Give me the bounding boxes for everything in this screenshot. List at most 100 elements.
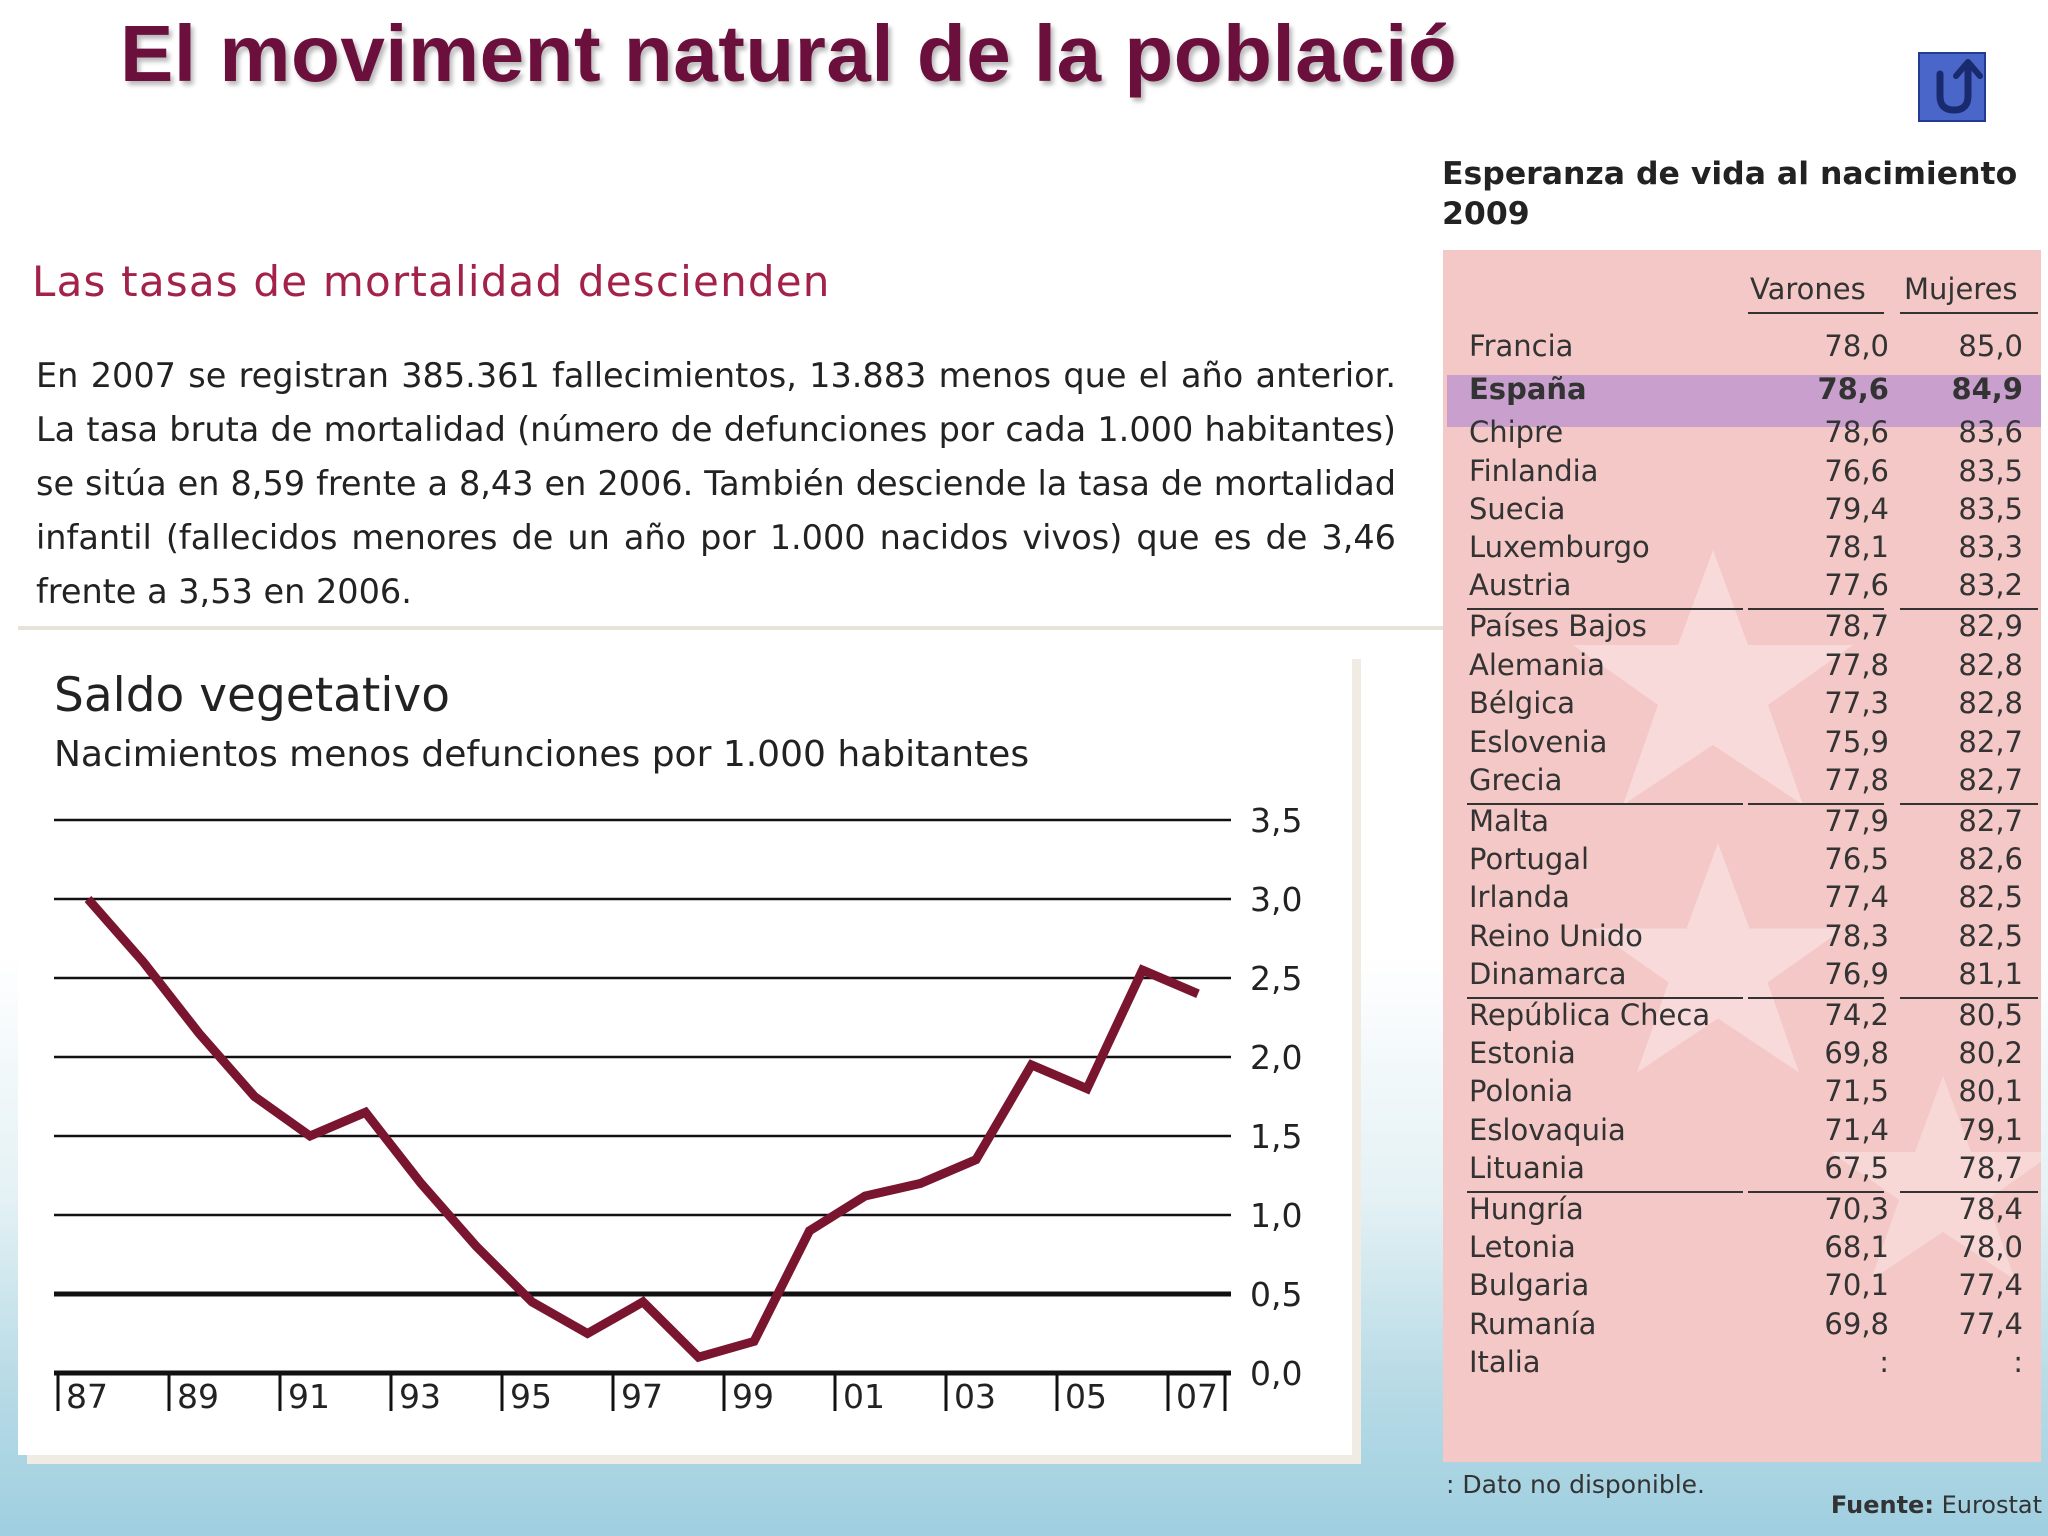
men-value-cell: 70,1 <box>1824 1268 1889 1302</box>
women-value-cell: 82,8 <box>1958 686 2023 720</box>
table-row: Grecia 77,8 82,7 <box>1443 763 2041 801</box>
table-row: Italia:: <box>1443 1345 2041 1383</box>
women-value-cell: 79,1 <box>1958 1113 2023 1147</box>
country-cell: Eslovaquia <box>1469 1113 1626 1147</box>
body-paragraph: En 2007 se registran 385.361 fallecimien… <box>36 356 1396 611</box>
table-row: Bélgica 77,3 82,8 <box>1443 686 2041 724</box>
country-cell: Eslovenia <box>1469 725 1608 759</box>
women-value-cell: 82,5 <box>1958 880 2023 914</box>
country-cell: Irlanda <box>1469 880 1570 914</box>
group-separator <box>1900 1191 2038 1193</box>
source-value: Eurostat <box>1941 1491 2042 1519</box>
life-expectancy-table: Varones Mujeres Francia 78,0 85,0 España 78,… <box>1443 250 2041 1462</box>
country-cell: Grecia <box>1469 763 1563 797</box>
table-row: Bulgaria 70,1 77,4 <box>1443 1268 2041 1306</box>
women-value-cell: 78,4 <box>1958 1192 2023 1226</box>
y-tick-label: 1,5 <box>1250 1117 1302 1156</box>
women-value-cell: : <box>2013 1345 2023 1379</box>
table-row: Irlanda 77,4 82,5 <box>1443 880 2041 918</box>
y-tick-label: 3,0 <box>1250 880 1302 919</box>
y-tick-label: 1,0 <box>1250 1196 1302 1235</box>
country-cell: Bulgaria <box>1469 1268 1590 1302</box>
back-button[interactable] <box>1918 52 1986 122</box>
table-row: Polonia 71,5 80,1 <box>1443 1074 2041 1112</box>
country-cell: República Checa <box>1469 998 1711 1032</box>
country-cell: España <box>1469 372 1587 406</box>
country-cell: Suecia <box>1469 492 1566 526</box>
men-value-cell: 76,6 <box>1824 454 1889 488</box>
table-row: Chipre 78,6 83,6 <box>1443 415 2041 453</box>
men-value-cell: 78,0 <box>1824 329 1889 363</box>
women-value-cell: 84,9 <box>1951 372 2023 406</box>
table-row: Reino Unido 78,3 82,5 <box>1443 919 2041 957</box>
men-value-cell: 78,7 <box>1824 609 1889 643</box>
x-tick-label: 89 <box>177 1377 219 1416</box>
table-heading-line1: Esperanza de vida al nacimiento <box>1442 156 2018 192</box>
men-value-cell: 69,8 <box>1824 1036 1889 1070</box>
country-cell: Chipre <box>1469 415 1564 449</box>
table-heading-line2: 2009 <box>1442 196 1530 232</box>
x-tick-label: 99 <box>732 1377 774 1416</box>
y-tick-label: 2,0 <box>1250 1038 1302 1077</box>
women-value-cell: 81,1 <box>1958 957 2023 991</box>
y-tick-label: 0,5 <box>1250 1275 1302 1314</box>
table-row: Austria 77,6 83,2 <box>1443 568 2041 606</box>
star-watermark-icon <box>1573 550 1853 805</box>
table-row-highlighted: España 78,6 84,9 <box>1443 372 2041 410</box>
group-separator <box>1467 997 1743 999</box>
x-tick-label: 01 <box>843 1377 885 1416</box>
table-row: Hungría 70,3 78,4 <box>1443 1192 2041 1230</box>
men-value-cell: 78,3 <box>1824 919 1889 953</box>
star-watermark-icon <box>1592 843 1844 1073</box>
men-value-cell: 68,1 <box>1824 1230 1889 1264</box>
women-value-cell: 78,0 <box>1958 1230 2023 1264</box>
country-cell: Letonia <box>1469 1230 1576 1264</box>
women-value-cell: 82,7 <box>1958 763 2023 797</box>
men-value-cell: 77,8 <box>1824 763 1889 797</box>
table-row: Malta 77,9 82,7 <box>1443 804 2041 842</box>
country-cell: Reino Unido <box>1469 919 1643 953</box>
table-row: Eslovenia 75,9 82,7 <box>1443 725 2041 763</box>
group-separator <box>1748 608 1884 610</box>
men-value-cell: 79,4 <box>1824 492 1889 526</box>
table-row: Suecia 79,4 83,5 <box>1443 492 2041 530</box>
country-cell: Italia <box>1469 1345 1541 1379</box>
women-value-cell: 82,8 <box>1958 648 2023 682</box>
group-separator <box>1748 997 1884 999</box>
u-turn-arrow-icon <box>1936 59 1983 114</box>
men-value-cell: 77,4 <box>1824 880 1889 914</box>
country-cell: Dinamarca <box>1469 957 1627 991</box>
table-row: Letonia 68,1 78,0 <box>1443 1230 2041 1268</box>
country-cell: Finlandia <box>1469 454 1599 488</box>
group-separator <box>1900 608 2038 610</box>
x-tick-label: 05 <box>1065 1377 1107 1416</box>
chart-subtitle: Nacimientos menos defunciones por 1.000 … <box>54 734 1030 775</box>
country-cell: Austria <box>1469 568 1572 602</box>
divider <box>18 626 1443 630</box>
women-value-cell: 85,0 <box>1958 329 2023 363</box>
table-row: Finlandia 76,6 83,5 <box>1443 454 2041 492</box>
highlight-row-band <box>1447 375 2041 427</box>
x-tick-label: 95 <box>510 1377 552 1416</box>
table-row: Portugal 76,5 82,6 <box>1443 842 2041 880</box>
column-header-rule <box>1900 312 2038 314</box>
source-label: Fuente: <box>1830 1491 1934 1519</box>
table-row: República Checa 74,2 80,5 <box>1443 998 2041 1036</box>
men-value-cell: 77,6 <box>1824 568 1889 602</box>
women-value-cell: 80,2 <box>1958 1036 2023 1070</box>
men-value-cell: 78,1 <box>1824 530 1889 564</box>
women-value-cell: 80,5 <box>1958 998 2023 1032</box>
x-tick-label: 91 <box>288 1377 330 1416</box>
men-value-cell: 76,5 <box>1824 842 1889 876</box>
men-value-cell: 71,5 <box>1824 1074 1889 1108</box>
country-cell: Francia <box>1469 329 1574 363</box>
women-value-cell: 83,6 <box>1958 415 2023 449</box>
women-value-cell: 77,4 <box>1958 1307 2023 1341</box>
country-cell: Estonia <box>1469 1036 1576 1070</box>
slide-title: El moviment natural de la població <box>120 9 1458 98</box>
chart-title: Saldo vegetativo <box>54 668 450 723</box>
women-value-cell: 77,4 <box>1958 1268 2023 1302</box>
y-tick-label: 2,5 <box>1250 959 1302 998</box>
group-separator <box>1748 1191 1884 1193</box>
group-separator <box>1467 1191 1743 1193</box>
